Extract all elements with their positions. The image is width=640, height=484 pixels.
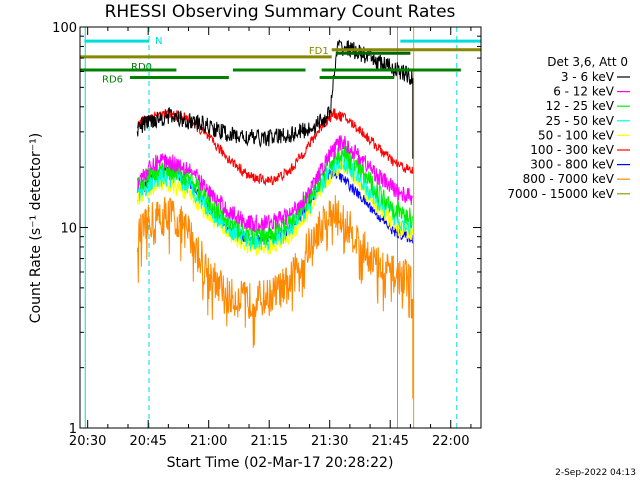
x-tick-label-2100: 21:00 <box>190 434 227 449</box>
series-line-3-6kev <box>136 39 414 159</box>
legend-label-1: 6 - 12 keV <box>553 85 615 99</box>
y-tick-label-10: 10 <box>60 222 77 237</box>
legend-label-6: 300 - 800 keV <box>530 158 614 172</box>
annotation-label-n: N <box>155 36 162 47</box>
x-tick-label-2145: 21:45 <box>371 434 408 449</box>
series-group <box>136 39 414 399</box>
annotation-label-rd0: RD0 <box>131 62 152 73</box>
y-tick-label-100: 100 <box>52 21 77 36</box>
series-line-800-7000kev <box>136 195 414 399</box>
legend-label-0: 3 - 6 keV <box>561 70 615 84</box>
chart-title: RHESSI Observing Summary Count Rates <box>105 2 456 22</box>
y-tick-label-1: 1 <box>69 422 77 437</box>
series-line-50-100kev <box>136 156 414 256</box>
annotation-label-rd6: RD6 <box>102 74 123 85</box>
footer-date: 2-Sep-2022 04:13 <box>555 468 636 478</box>
x-tick-label-2045: 20:45 <box>129 434 166 449</box>
x-tick-label-2030: 20:30 <box>69 434 106 449</box>
x-tick-label-2200: 22:00 <box>432 434 469 449</box>
legend-label-5: 100 - 300 keV <box>530 143 614 157</box>
legend-title: Det 3,6, Att 0 <box>547 55 628 69</box>
y-axis-label: Count Rate (s⁻¹ detector⁻¹) <box>28 133 44 323</box>
legend-label-2: 12 - 25 keV <box>546 99 615 113</box>
x-tick-label-2130: 21:30 <box>311 434 348 449</box>
x-tick-label-2115: 21:15 <box>250 434 287 449</box>
x-axis-label: Start Time (02-Mar-17 20:28:22) <box>167 455 394 471</box>
legend-label-7: 800 - 7000 keV <box>523 172 615 186</box>
legend-label-3: 25 - 50 keV <box>546 114 615 128</box>
legend-label-4: 50 - 100 keV <box>538 128 615 142</box>
annotations-group: N FD1 RD0 RD6 <box>80 36 481 85</box>
series-line-6-12kev <box>136 135 414 234</box>
legend-label-8: 7000 - 15000 keV <box>507 187 614 201</box>
annotation-label-fd1: FD1 <box>309 46 329 57</box>
axes-group: 1 10 100 20:30 20:45 21:00 21:15 21:30 21:45 22:0… <box>52 21 481 449</box>
